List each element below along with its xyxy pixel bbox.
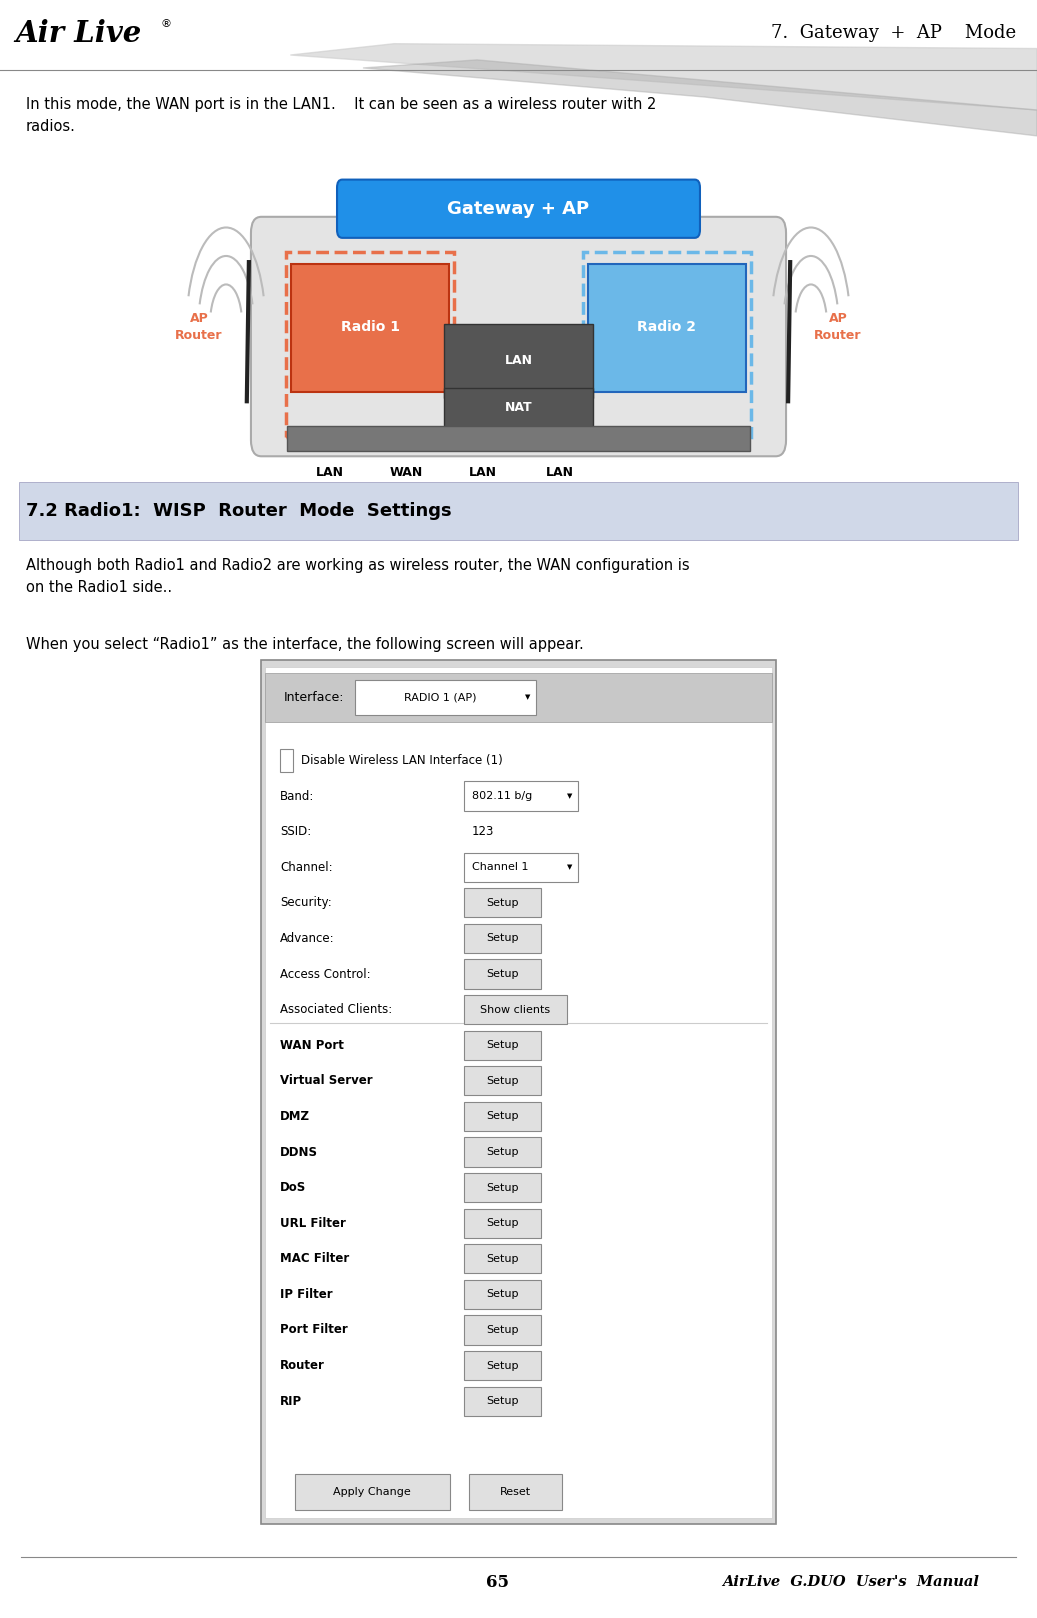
Text: RADIO 1 (AP): RADIO 1 (AP) [403, 693, 476, 702]
FancyBboxPatch shape [337, 180, 700, 238]
Text: Show clients: Show clients [480, 1005, 551, 1014]
Text: Radio 2: Radio 2 [638, 320, 696, 333]
Text: Setup: Setup [486, 1218, 518, 1228]
FancyBboxPatch shape [444, 388, 593, 429]
Text: WAN Port: WAN Port [280, 1039, 344, 1052]
Text: NAT: NAT [505, 401, 532, 414]
Text: LAN: LAN [469, 466, 498, 479]
Text: Reset: Reset [500, 1487, 531, 1497]
Text: Disable Wireless LAN Interface (1): Disable Wireless LAN Interface (1) [301, 754, 503, 767]
Bar [464, 781, 578, 811]
FancyBboxPatch shape [588, 264, 746, 392]
Text: 123: 123 [472, 825, 495, 838]
Polygon shape [363, 60, 1037, 136]
Text: Setup: Setup [486, 1076, 518, 1086]
Bar [464, 995, 567, 1024]
Text: Setup: Setup [486, 1112, 518, 1121]
Text: Channel:: Channel: [280, 861, 333, 874]
Bar [464, 853, 578, 882]
Text: ®: ® [161, 19, 172, 29]
Bar [464, 1137, 541, 1167]
Text: Gateway + AP: Gateway + AP [447, 199, 590, 218]
Text: DDNS: DDNS [280, 1146, 318, 1158]
Text: MAC Filter: MAC Filter [280, 1252, 349, 1265]
Text: Port Filter: Port Filter [280, 1324, 347, 1336]
Bar [464, 1280, 541, 1309]
Text: Setup: Setup [486, 1290, 518, 1299]
Text: SSID:: SSID: [280, 825, 311, 838]
Bar [464, 924, 541, 953]
Text: ▼: ▼ [525, 694, 531, 701]
Bar [464, 1315, 541, 1345]
Text: 7.2 Radio1:  WISP  Router  Mode  Settings: 7.2 Radio1: WISP Router Mode Settings [26, 502, 451, 521]
Bar [464, 1102, 541, 1131]
Text: Associated Clients:: Associated Clients: [280, 1003, 392, 1016]
Text: AirLive  G.DUO  User's  Manual: AirLive G.DUO User's Manual [722, 1576, 979, 1589]
Text: Advance:: Advance: [280, 932, 335, 945]
Text: RIP: RIP [280, 1395, 302, 1408]
Text: Security:: Security: [280, 896, 332, 909]
Bar [464, 1244, 541, 1273]
FancyBboxPatch shape [287, 426, 750, 451]
Bar [265, 667, 772, 1518]
Text: AP
Router: AP Router [814, 312, 862, 341]
Bar [464, 1209, 541, 1238]
Bar [464, 1173, 541, 1202]
Text: Band:: Band: [280, 790, 314, 803]
Bar [464, 1066, 541, 1095]
Text: Router: Router [280, 1359, 325, 1372]
Text: DoS: DoS [280, 1181, 306, 1194]
Bar [469, 1474, 562, 1510]
Text: Setup: Setup [486, 1147, 518, 1157]
Text: When you select “Radio1” as the interface, the following screen will appear.: When you select “Radio1” as the interfac… [26, 637, 584, 652]
FancyBboxPatch shape [251, 217, 786, 456]
Text: Setup: Setup [486, 1183, 518, 1192]
Text: Access Control:: Access Control: [280, 968, 370, 981]
Bar [464, 1031, 541, 1060]
Text: In this mode, the WAN port is in the LAN1.    It can be seen as a wireless route: In this mode, the WAN port is in the LAN… [26, 97, 656, 134]
Text: 7.  Gateway  +  AP    Mode: 7. Gateway + AP Mode [772, 24, 1016, 42]
Text: ▼: ▼ [566, 793, 572, 799]
Text: Setup: Setup [486, 1040, 518, 1050]
FancyBboxPatch shape [291, 264, 449, 392]
Text: DMZ: DMZ [280, 1110, 310, 1123]
Bar [295, 1474, 450, 1510]
Text: Setup: Setup [486, 934, 518, 943]
Bar [464, 1387, 541, 1416]
Text: 802.11 b/g: 802.11 b/g [472, 791, 532, 801]
Text: ▼: ▼ [566, 864, 572, 870]
Text: AP
Router: AP Router [175, 312, 223, 341]
Text: Although both Radio1 and Radio2 are working as wireless router, the WAN configur: Although both Radio1 and Radio2 are work… [26, 558, 690, 595]
Text: Air Live: Air Live [16, 19, 142, 49]
Bar [355, 680, 536, 715]
Text: Radio 1: Radio 1 [341, 320, 399, 333]
Text: Channel 1: Channel 1 [472, 862, 528, 872]
Text: LAN: LAN [504, 354, 533, 367]
Text: Setup: Setup [486, 1325, 518, 1335]
Text: LAN: LAN [315, 466, 344, 479]
Text: Setup: Setup [486, 1396, 518, 1406]
Bar [261, 660, 776, 1524]
Text: LAN: LAN [545, 466, 574, 479]
Text: URL Filter: URL Filter [280, 1217, 346, 1230]
Bar [464, 1351, 541, 1380]
Text: WAN: WAN [390, 466, 423, 479]
Polygon shape [290, 44, 1037, 110]
FancyBboxPatch shape [444, 324, 593, 398]
FancyBboxPatch shape [19, 482, 1018, 540]
Text: Setup: Setup [486, 1361, 518, 1370]
Bar [265, 673, 772, 722]
Text: Setup: Setup [486, 1254, 518, 1264]
Text: Virtual Server: Virtual Server [280, 1074, 372, 1087]
Text: Apply Change: Apply Change [334, 1487, 411, 1497]
Bar [280, 749, 293, 772]
Text: Setup: Setup [486, 969, 518, 979]
Text: 65: 65 [486, 1574, 509, 1590]
Text: IP Filter: IP Filter [280, 1288, 333, 1301]
Text: Setup: Setup [486, 898, 518, 908]
Bar [464, 888, 541, 917]
Text: Interface:: Interface: [284, 691, 344, 704]
Bar [464, 959, 541, 989]
